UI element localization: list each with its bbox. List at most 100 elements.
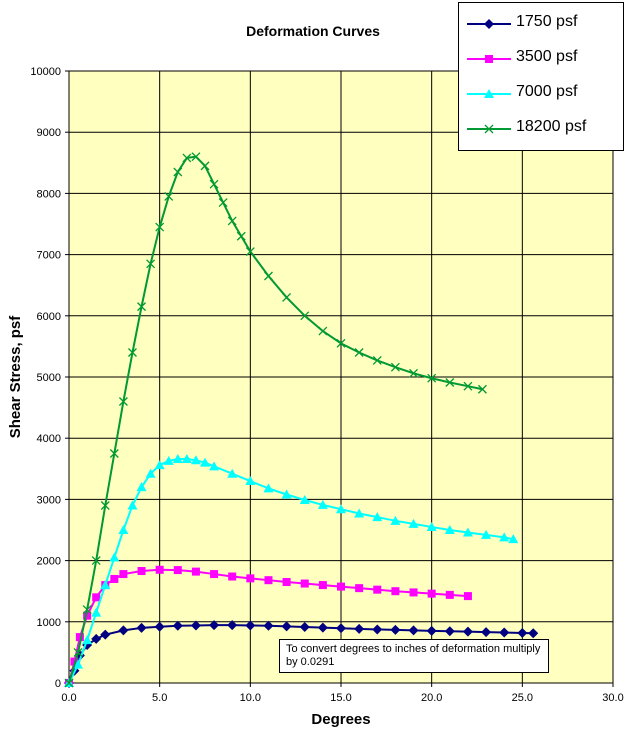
data-point — [173, 566, 182, 575]
data-point — [146, 259, 156, 269]
data-point — [300, 311, 310, 321]
y-tick-label: 9000 — [37, 127, 61, 139]
data-point — [281, 489, 292, 499]
data-point — [155, 565, 164, 574]
data-point — [164, 192, 174, 201]
data-point — [228, 572, 237, 581]
data-point — [173, 167, 183, 177]
y-tick-label: 6000 — [37, 311, 61, 323]
data-point — [445, 378, 455, 387]
data-point — [227, 468, 238, 478]
data-point — [337, 582, 345, 591]
data-point — [172, 454, 183, 464]
data-point — [318, 326, 328, 336]
data-point — [528, 628, 539, 639]
legend-swatch — [467, 55, 511, 63]
data-point — [91, 607, 102, 617]
data-point — [218, 198, 228, 208]
x-tick-label: 25.0 — [512, 692, 533, 704]
data-point — [227, 620, 238, 631]
data-point — [172, 620, 183, 631]
data-point — [118, 397, 128, 406]
legend-item: 3500 psf — [459, 44, 625, 74]
legend-label: 7000 psf — [516, 83, 578, 100]
legend-item: 1750 psf — [459, 9, 625, 39]
data-point — [300, 579, 309, 588]
data-point — [336, 623, 346, 634]
data-point — [444, 626, 455, 637]
data-point — [299, 622, 310, 633]
data-point — [154, 460, 165, 470]
x-tick-label: 10.0 — [240, 692, 261, 704]
data-point — [209, 461, 220, 471]
data-point — [299, 495, 310, 505]
data-point — [264, 576, 273, 585]
data-point — [91, 633, 102, 644]
x-axis-title: Degrees — [311, 711, 370, 728]
data-point — [100, 501, 110, 510]
data-point — [83, 611, 92, 620]
y-tick-label: 5000 — [37, 372, 61, 384]
legend-marker — [485, 55, 493, 63]
data-point — [263, 620, 274, 631]
data-point — [209, 620, 220, 631]
data-point — [517, 627, 528, 638]
legend-swatch — [467, 124, 511, 134]
data-point — [426, 521, 437, 531]
series-7000-psf — [64, 454, 519, 687]
data-point — [127, 500, 138, 510]
data-point — [508, 534, 519, 544]
data-point — [409, 588, 418, 597]
data-point — [499, 532, 510, 542]
data-point — [191, 567, 200, 576]
y-tick-label: 1000 — [37, 617, 61, 629]
legend-swatch — [467, 19, 511, 29]
data-point — [136, 622, 147, 633]
data-point — [336, 338, 346, 348]
data-point — [354, 348, 364, 357]
data-point — [137, 302, 146, 312]
series-line — [68, 458, 514, 684]
data-point — [118, 525, 129, 534]
data-point — [245, 476, 256, 486]
x-tick-label: 5.0 — [152, 692, 167, 704]
data-point — [191, 152, 201, 162]
data-point — [181, 454, 192, 464]
legend-label: 3500 psf — [516, 48, 578, 65]
data-point — [118, 625, 129, 636]
x-tick-label: 30.0 — [602, 692, 623, 704]
data-point — [390, 624, 401, 635]
data-point — [200, 161, 210, 171]
data-point — [190, 455, 201, 465]
y-tick-label: 0 — [55, 678, 61, 690]
data-point — [182, 153, 192, 163]
data-point — [409, 368, 418, 378]
data-point — [110, 574, 119, 583]
data-point — [336, 504, 346, 514]
data-point — [190, 620, 201, 631]
legend: 1750 psf 3500 psf 7000 psf 18200 psf — [458, 2, 624, 151]
legend-item: 7000 psf — [459, 79, 625, 109]
data-point — [408, 518, 419, 528]
data-point — [354, 623, 365, 634]
legend-label: 1750 psf — [516, 13, 578, 30]
y-tick-label: 2000 — [37, 556, 61, 568]
data-point — [109, 449, 119, 458]
data-point — [246, 574, 255, 583]
data-point — [317, 499, 328, 509]
data-point — [109, 552, 120, 562]
data-point — [75, 633, 84, 642]
data-point — [245, 247, 255, 256]
data-point — [236, 231, 246, 241]
data-point — [462, 626, 473, 637]
data-point — [100, 629, 111, 640]
data-point — [282, 578, 291, 587]
data-point — [391, 587, 400, 596]
data-point — [264, 271, 273, 281]
x-tick-label: 15.0 — [330, 692, 351, 704]
data-point — [82, 605, 92, 615]
data-point — [481, 529, 492, 539]
data-point — [427, 373, 437, 383]
data-point — [128, 348, 137, 357]
